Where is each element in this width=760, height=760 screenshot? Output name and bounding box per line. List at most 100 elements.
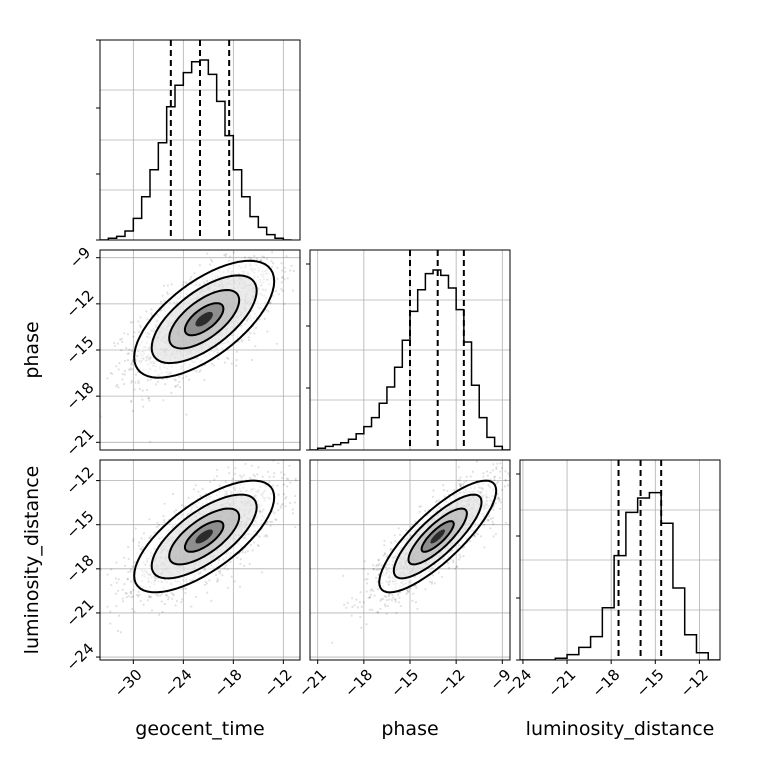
scatter-point [269, 301, 272, 305]
scatter-point [372, 567, 375, 571]
scatter-point [304, 265, 306, 267]
scatter-point [140, 548, 143, 551]
scatter-point [263, 317, 266, 320]
scatter-point [394, 597, 397, 601]
scatter-point [176, 383, 179, 387]
scatter-point [360, 626, 363, 630]
scatter-point [199, 494, 202, 497]
scatter-point [487, 519, 490, 522]
scatter-point [283, 266, 286, 269]
scatter-point [286, 485, 289, 488]
scatter-point [279, 506, 282, 509]
scatter-point [142, 603, 145, 606]
scatter-point [192, 488, 195, 491]
scatter-point [511, 498, 513, 500]
scatter-point [238, 585, 242, 588]
scatter-point [460, 483, 463, 486]
scatter-point [440, 575, 443, 578]
scatter-point [390, 541, 393, 544]
scatter-point [117, 386, 120, 389]
scatter-point [473, 534, 476, 537]
scatter-point [174, 385, 177, 388]
scatter-point [129, 368, 132, 371]
scatter-point [115, 365, 118, 368]
scatter-point [165, 594, 168, 597]
scatter-point [497, 497, 500, 500]
scatter-point [394, 600, 397, 603]
scatter-point [384, 553, 387, 556]
scatter-point [275, 518, 278, 522]
scatter-point [266, 330, 269, 333]
scatter-point [180, 504, 184, 507]
scatter-point [127, 595, 130, 598]
scatter-point [123, 359, 127, 362]
panel-phase-phase [310, 250, 510, 450]
scatter-point [106, 573, 109, 576]
scatter-point [217, 579, 220, 582]
scatter-point [482, 475, 485, 478]
scatter-point [110, 584, 113, 587]
scatter-point [148, 399, 151, 402]
scatter-point [155, 525, 159, 529]
scatter-point [227, 357, 230, 360]
scatter-point [216, 475, 219, 478]
scatter-point [370, 588, 373, 591]
scatter-point [294, 526, 297, 529]
scatter-point [273, 472, 276, 475]
scatter-point [136, 593, 139, 596]
scatter-point [457, 558, 461, 561]
scatter-point [198, 370, 201, 374]
scatter-point [138, 541, 141, 544]
scatter-point [372, 568, 375, 571]
scatter-point [485, 518, 488, 521]
scatter-point [281, 476, 284, 480]
scatter-point [406, 591, 409, 594]
scatter-point [216, 577, 219, 580]
scatter-point [139, 600, 142, 603]
scatter-point [217, 357, 220, 360]
scatter-point [250, 464, 253, 467]
scatter-point [260, 259, 263, 262]
scatter-point [254, 345, 257, 348]
scatter-point [330, 421, 332, 423]
scatter-point [114, 577, 117, 580]
scatter-point [415, 586, 418, 590]
scatter-point [371, 608, 374, 611]
scatter-point [384, 605, 387, 608]
scatter-point [294, 494, 297, 498]
scatter-point [362, 601, 366, 604]
scatter-point [504, 479, 507, 482]
scatter-point [164, 383, 167, 386]
scatter-point [131, 321, 134, 324]
scatter-point [221, 574, 224, 577]
scatter-point [485, 470, 489, 473]
scatter-point [287, 478, 290, 481]
scatter-point [123, 583, 126, 586]
scatter-point [235, 350, 238, 353]
scatter-point [109, 610, 112, 613]
scatter-point [294, 501, 297, 504]
scatter-point [185, 413, 188, 416]
scatter-point [129, 591, 132, 594]
scatter-point [285, 496, 288, 499]
scatter-point [463, 546, 466, 549]
scatter-point [378, 562, 381, 565]
scatter-point [86, 619, 88, 621]
scatter-point [249, 332, 252, 335]
scatter-point [277, 462, 280, 465]
scatter-point [166, 293, 169, 296]
scatter-point [442, 489, 446, 492]
scatter-point [280, 262, 283, 265]
scatter-point [214, 573, 218, 577]
panel-phase-luminosity-distance [331, 460, 513, 644]
scatter-point [285, 255, 288, 258]
scatter-point [180, 601, 183, 604]
scatter-point [124, 592, 127, 595]
scatter-point [284, 497, 287, 500]
scatter-point [259, 259, 262, 262]
scatter-point [493, 478, 496, 482]
scatter-point [199, 369, 202, 372]
scatter-point [284, 270, 287, 273]
scatter-point [386, 604, 389, 608]
